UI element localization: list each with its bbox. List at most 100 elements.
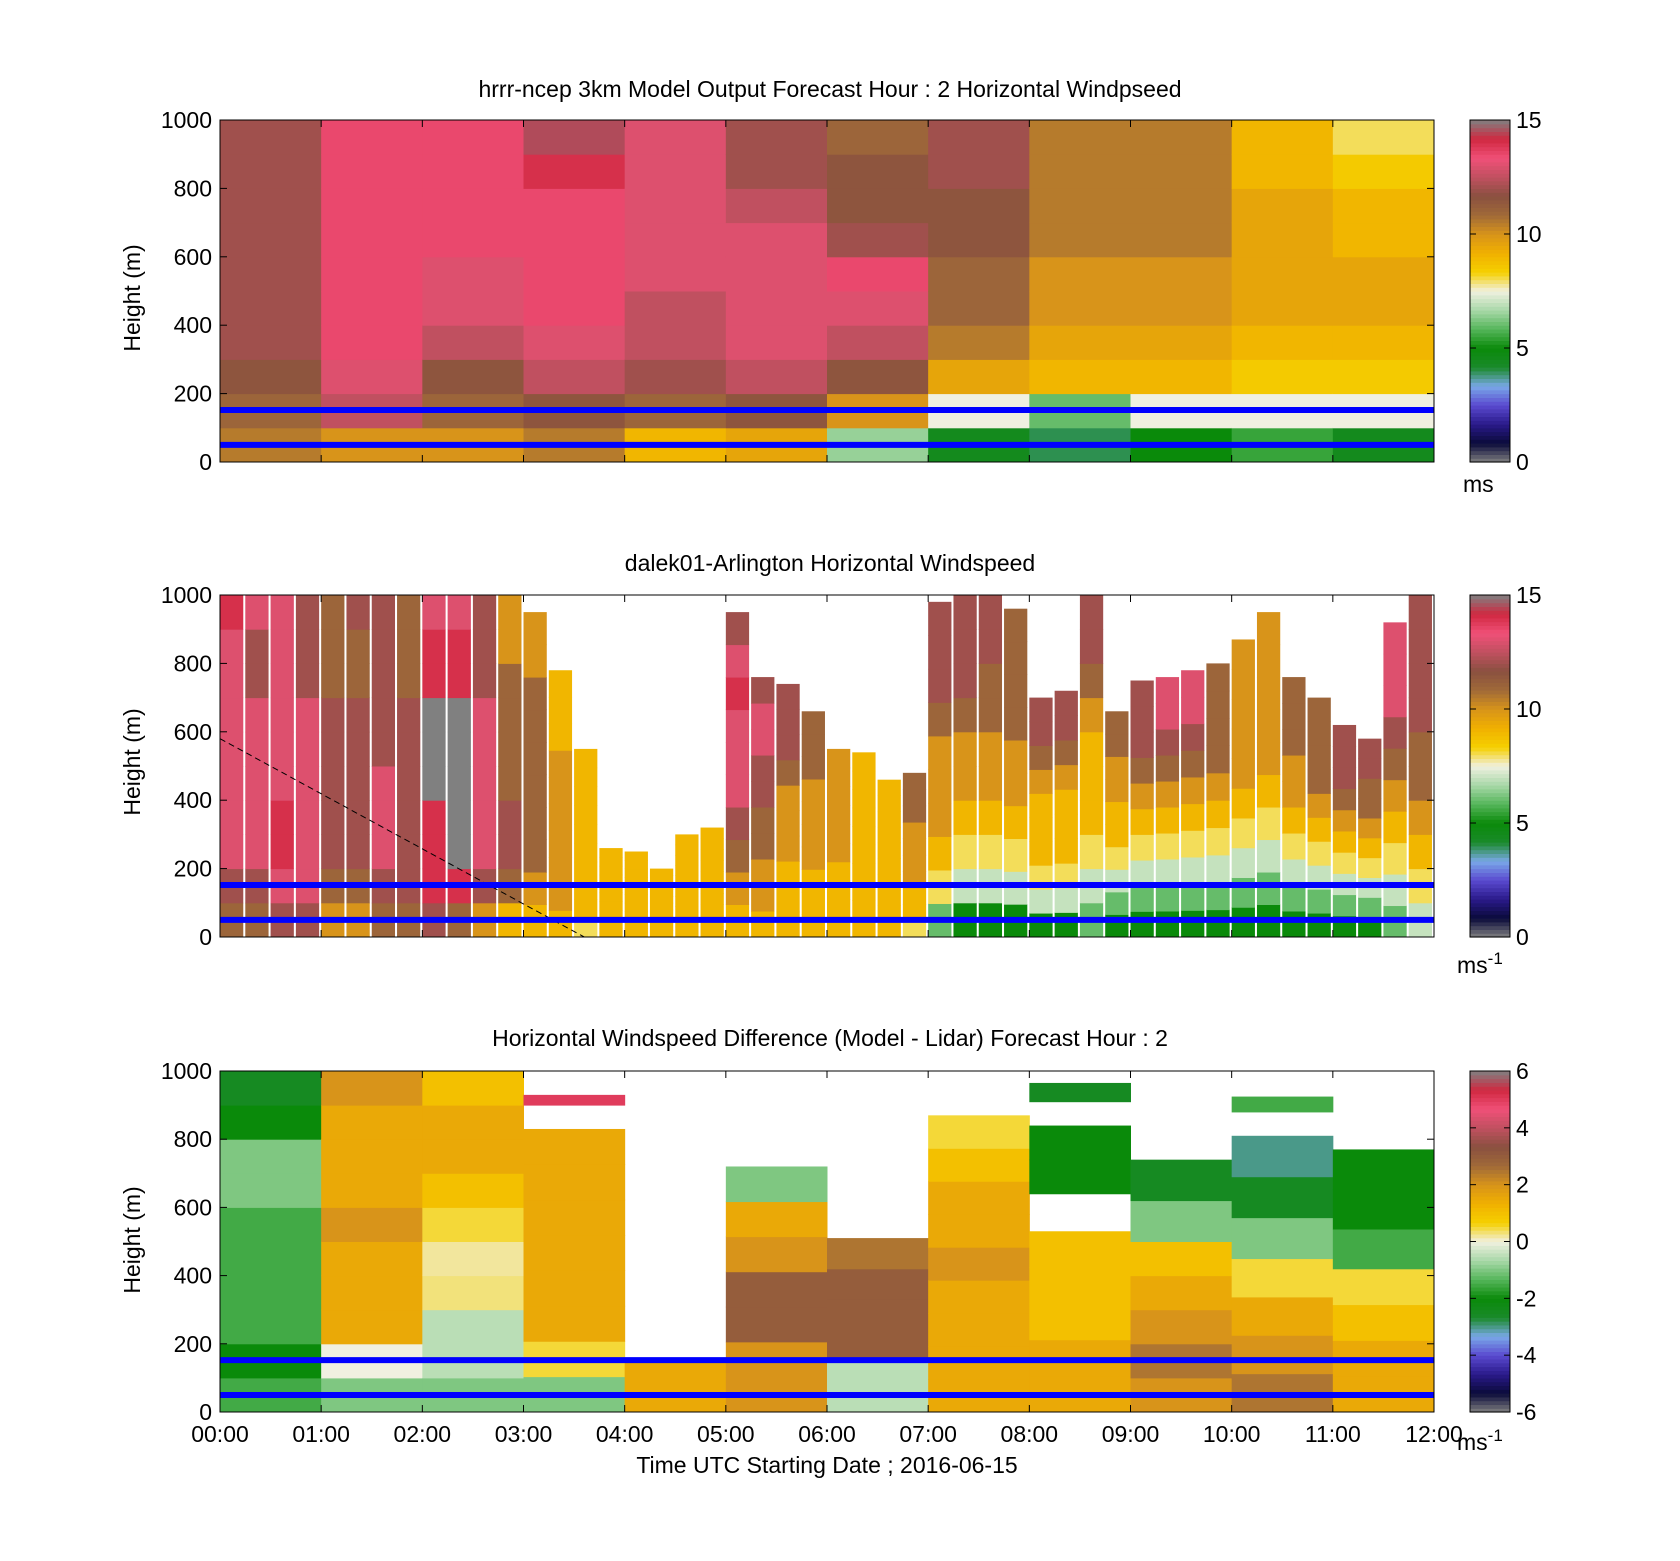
heatmap-cell [321, 188, 423, 224]
y-tick-label: 0 [199, 449, 212, 475]
heatmap-cell [624, 154, 727, 189]
colorbar-swatch [1470, 291, 1510, 296]
y-tick-label: 400 [174, 787, 212, 813]
colorbar-swatch [1470, 1086, 1510, 1091]
heatmap-cell [321, 1207, 423, 1242]
heatmap-cell [978, 629, 1003, 664]
heatmap-cell [1054, 740, 1078, 766]
heatmap-cell [1307, 913, 1331, 938]
colorbar-swatch [1470, 1343, 1510, 1349]
colorbar-swatch [1470, 720, 1510, 725]
heatmap-cell [1079, 834, 1104, 870]
heatmap-cell [1155, 807, 1180, 834]
colorbar-swatch [1470, 1358, 1510, 1364]
heatmap-cell [1054, 764, 1078, 790]
heatmap-cell [574, 861, 598, 882]
heatmap-cell [776, 683, 800, 710]
heatmap-cell [928, 1214, 1030, 1248]
colorbar-swatch [1470, 1313, 1510, 1318]
heatmap-cell [953, 697, 977, 733]
heatmap-cell [928, 735, 952, 770]
heatmap-cell [321, 154, 423, 189]
colorbar-swatch [1470, 1294, 1510, 1299]
heatmap-cell [725, 807, 750, 841]
colorbar-swatch [1470, 142, 1510, 148]
colorbar-swatch [1470, 234, 1510, 239]
colorbar-swatch [1470, 450, 1510, 455]
x-tick-label: 09:00 [1102, 1421, 1160, 1447]
heatmap-cell [1105, 733, 1129, 757]
heatmap-cell [1029, 291, 1131, 326]
heatmap-cell [1029, 697, 1053, 723]
heatmap-cell [498, 834, 522, 870]
heatmap-cell [827, 188, 929, 224]
x-tick-label: 07:00 [899, 1421, 957, 1447]
colorbar-swatch [1470, 169, 1510, 174]
colorbar-swatch [1470, 268, 1510, 273]
colorbar-swatch [1470, 1226, 1510, 1231]
colorbar-swatch [1470, 1180, 1510, 1186]
heatmap-cell [1307, 745, 1331, 770]
colorbar-swatch [1470, 332, 1510, 338]
colorbar-swatch [1470, 1340, 1510, 1345]
heatmap-cell [523, 1270, 626, 1307]
heatmap-cell [1282, 859, 1306, 886]
heatmap-cell [1231, 758, 1255, 789]
y-tick-label: 1000 [161, 1058, 212, 1084]
heatmap-cell [1004, 838, 1028, 872]
colorbar-swatch [1470, 1154, 1510, 1159]
heatmap-cell [801, 778, 825, 803]
heatmap-cell [1231, 669, 1255, 700]
heatmap-cell [599, 892, 623, 902]
colorbar-swatch [1470, 853, 1510, 858]
heatmap-cell [523, 774, 547, 808]
heatmap-cell [902, 904, 927, 922]
heatmap-cell [220, 1105, 322, 1140]
heatmap-cell [1332, 1228, 1435, 1270]
heatmap-cell [1231, 291, 1334, 326]
colorbar-swatch [1470, 329, 1510, 334]
colorbar-swatch [1470, 1074, 1510, 1080]
heatmap-cell [1054, 715, 1078, 741]
colorbar-swatch [1470, 895, 1510, 900]
heatmap-cell [1332, 291, 1435, 326]
heatmap-cell [1029, 1231, 1131, 1268]
colorbar-swatch [1470, 150, 1510, 155]
heatmap-cell [1105, 801, 1129, 825]
heatmap-cell [397, 800, 421, 835]
colorbar-swatch [1470, 652, 1510, 657]
colorbar-swatch [1470, 131, 1510, 136]
heatmap-cell [624, 885, 648, 895]
heatmap-cell [422, 325, 524, 360]
heatmap-cell [675, 926, 699, 938]
colorbar-swatch [1470, 454, 1510, 459]
colorbar-swatch [1470, 1237, 1510, 1243]
y-tick-label: 200 [174, 1331, 212, 1357]
heatmap-cell [649, 889, 674, 897]
colorbar-tick-label: 10 [1516, 696, 1542, 722]
colorbar-swatch [1470, 310, 1510, 315]
heatmap-cell [220, 834, 244, 870]
colorbar-swatch [1470, 807, 1510, 813]
heatmap-cell [624, 256, 727, 292]
heatmap-cell [827, 1299, 929, 1331]
heatmap-cell [523, 742, 547, 776]
colorbar-swatch [1470, 173, 1510, 178]
heatmap-cell [1307, 817, 1331, 842]
colorbar-swatch [1470, 1347, 1510, 1352]
heatmap-cell [725, 709, 750, 743]
colorbar-swatch [1470, 902, 1510, 908]
heatmap-cell [928, 601, 952, 636]
heatmap-cell [1054, 789, 1078, 815]
heatmap-cell [346, 800, 370, 835]
heatmap-cell [852, 918, 876, 938]
heatmap-cell [321, 629, 345, 664]
colorbar-swatch [1470, 690, 1510, 695]
colorbar-swatch [1470, 1116, 1510, 1121]
heatmap-cell [599, 848, 623, 858]
heatmap-cell [548, 696, 573, 725]
heatmap-cell [422, 1173, 524, 1208]
colorbar-swatch [1470, 1252, 1510, 1258]
colorbar-swatch [1470, 659, 1510, 664]
colorbar-swatch [1470, 857, 1510, 862]
